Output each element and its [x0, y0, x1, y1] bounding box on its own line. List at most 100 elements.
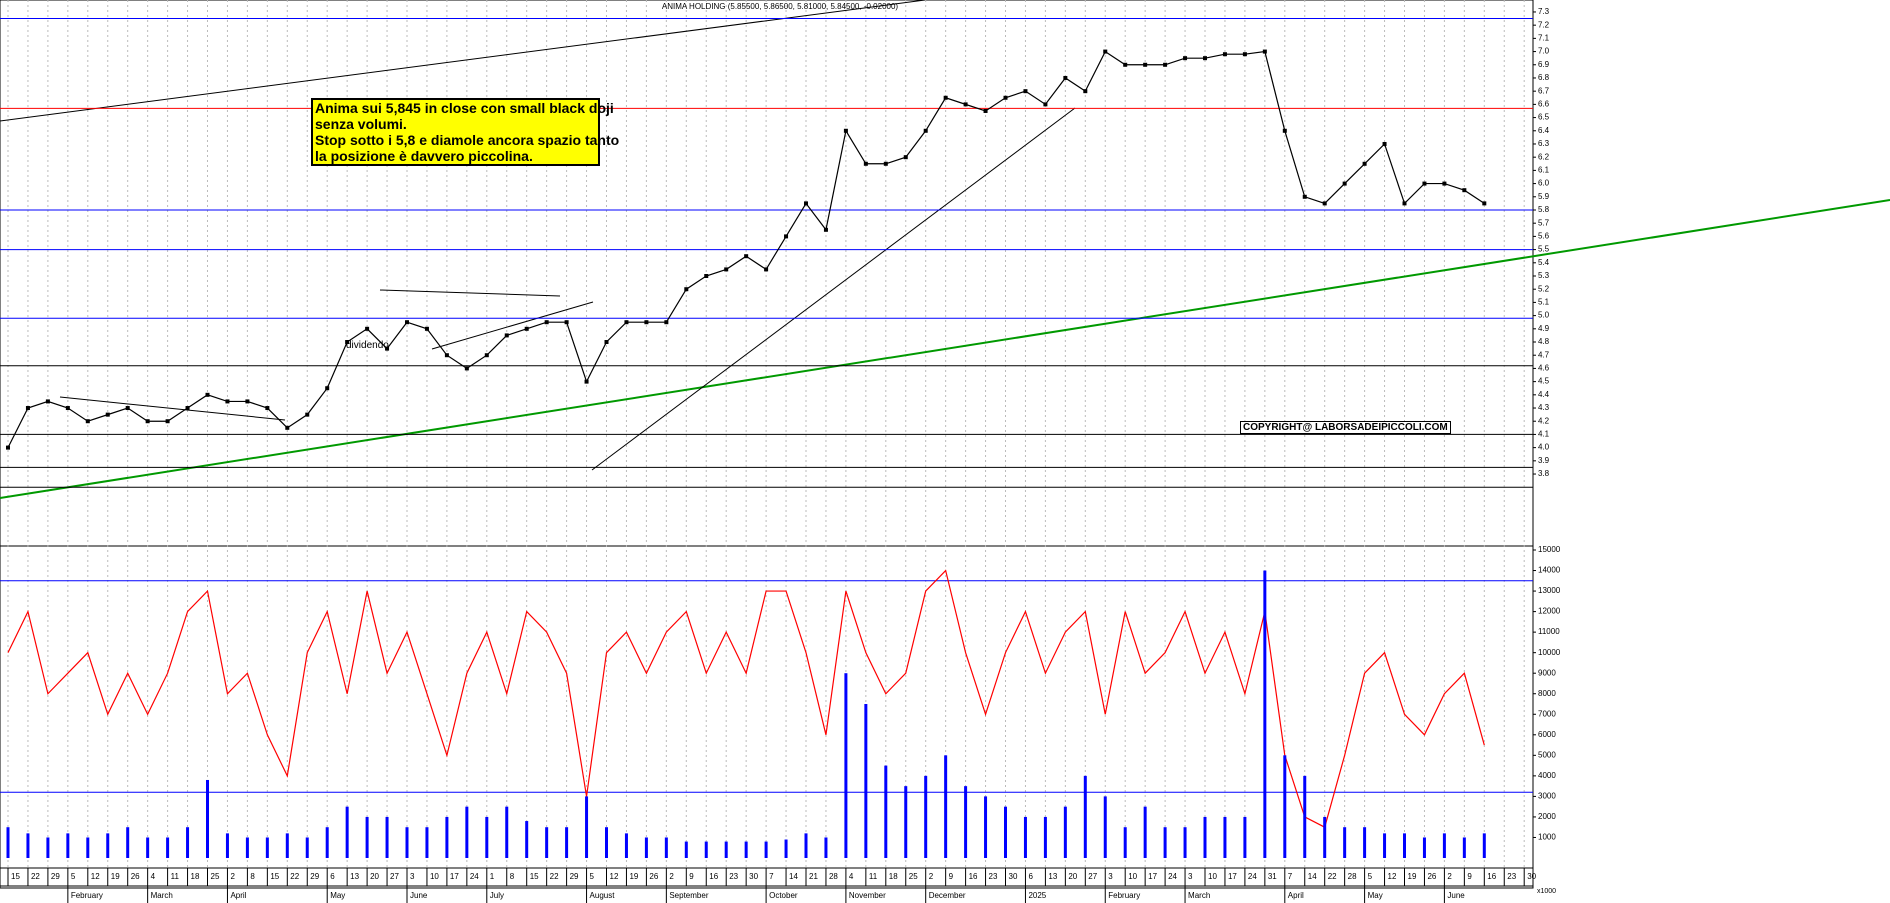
- x-tick-label: 5: [590, 872, 595, 881]
- x-tick-label: 8: [510, 872, 515, 881]
- trend-line: [379, 289, 561, 297]
- close-mark: [305, 412, 310, 417]
- y-tick-label: 5000: [1538, 750, 1556, 759]
- volume-bar: [704, 841, 708, 858]
- annotation-line: la posizione è davvero piccolina.: [315, 148, 533, 164]
- y-tick-label: 5.8: [1538, 205, 1550, 214]
- x-tick-label: 3: [1188, 872, 1193, 881]
- x-tick-label: 30: [1527, 872, 1536, 881]
- close-mark: [1382, 141, 1387, 146]
- x-tick-label: 30: [1009, 872, 1018, 881]
- y-tick-label: 13000: [1538, 586, 1561, 595]
- volume-bar: [365, 816, 369, 858]
- close-mark: [365, 326, 370, 331]
- volume-bar: [465, 806, 469, 858]
- close-mark: [1342, 181, 1347, 186]
- x-tick-label: 29: [570, 872, 579, 881]
- close-mark: [6, 445, 10, 450]
- volume-bar: [1023, 816, 1027, 858]
- volume-bar: [864, 704, 868, 858]
- annotation-line: senza volumi.: [315, 116, 407, 132]
- y-tick-label: 6.4: [1538, 126, 1550, 135]
- volume-bar: [644, 837, 648, 858]
- month-label: February: [71, 891, 103, 900]
- close-mark: [1242, 52, 1247, 57]
- close-mark: [604, 340, 609, 345]
- volume-bar: [285, 833, 289, 858]
- close-mark: [285, 425, 290, 430]
- close-mark: [624, 320, 629, 325]
- volume-bar: [1283, 755, 1287, 858]
- x-tick-label: 18: [191, 872, 200, 881]
- month-label: June: [410, 891, 428, 900]
- x-tick-label: 22: [31, 872, 40, 881]
- x-tick-label: 10: [430, 872, 439, 881]
- y-tick-label: 1000: [1538, 833, 1556, 842]
- x-tick-label: 26: [131, 872, 140, 881]
- chart-title: ANIMA HOLDING (5.85500, 5.86500, 5.81000…: [662, 2, 898, 11]
- y-tick-label: 4.0: [1538, 443, 1550, 452]
- volume-bar: [565, 827, 569, 858]
- month-label: February: [1108, 891, 1140, 900]
- y-tick-label: 6.3: [1538, 139, 1550, 148]
- close-mark: [923, 128, 928, 133]
- x-tick-label: 19: [111, 872, 120, 881]
- close-mark: [1442, 181, 1447, 186]
- x-tick-label: 20: [1068, 872, 1077, 881]
- volume-bar: [1462, 837, 1466, 858]
- volume-bar: [904, 786, 908, 858]
- y-tick-label: 3.8: [1538, 469, 1550, 478]
- volume-bar: [624, 833, 628, 858]
- volume-bar: [944, 755, 948, 858]
- event-label: dividendo: [346, 340, 389, 351]
- close-mark: [385, 346, 390, 351]
- volume-bar: [744, 841, 748, 858]
- volume-bar: [1383, 833, 1387, 858]
- volume-bar: [26, 833, 30, 858]
- close-mark: [265, 406, 270, 411]
- close-mark: [1203, 56, 1207, 61]
- close-mark: [1402, 201, 1407, 206]
- x-tick-label: 24: [470, 872, 479, 881]
- volume-bar: [1143, 806, 1147, 858]
- y-tick-label: 5.7: [1538, 218, 1550, 227]
- y-tick-label: 5.5: [1538, 245, 1550, 254]
- volume-bar: [784, 839, 788, 858]
- volume-bar: [1343, 827, 1347, 858]
- y-tick-label: 2000: [1538, 812, 1556, 821]
- y-tick-label: 11000: [1538, 627, 1560, 636]
- close-mark: [1063, 75, 1068, 80]
- close-mark: [1302, 194, 1307, 199]
- x-tick-label: 2: [1447, 872, 1452, 881]
- annotation-box: Anima sui 5,845 in close con small black…: [311, 98, 619, 166]
- volume-bar: [1422, 837, 1426, 858]
- y-tick-label: 6.7: [1538, 86, 1550, 95]
- y-tick-label: 4.7: [1538, 350, 1550, 359]
- x-tick-label: 12: [1388, 872, 1397, 881]
- month-label: April: [1288, 891, 1304, 900]
- volume-bar: [385, 816, 389, 858]
- x-tick-label: 19: [629, 872, 638, 881]
- y-tick-label: 5.2: [1538, 284, 1550, 293]
- x-tick-label: 16: [709, 872, 718, 881]
- close-mark: [843, 128, 848, 133]
- y-tick-label: 4.2: [1538, 416, 1550, 425]
- trend-line: [0, 199, 1890, 499]
- volume-bar: [485, 816, 489, 858]
- volume-bar: [1363, 827, 1367, 858]
- y-tick-label: 6.5: [1538, 113, 1550, 122]
- y-tick-label: 3000: [1538, 792, 1556, 801]
- x-tick-label: 26: [1427, 872, 1436, 881]
- close-mark: [165, 419, 170, 424]
- volume-bar: [1323, 816, 1327, 858]
- volume-bar: [305, 837, 309, 858]
- x-tick-label: 15: [11, 872, 20, 881]
- x-tick-label: 17: [1228, 872, 1237, 881]
- volume-bar: [106, 833, 110, 858]
- close-mark: [684, 287, 689, 292]
- volume-bar: [804, 833, 808, 858]
- x-tick-label: 24: [1168, 872, 1177, 881]
- x-tick-label: 24: [1248, 872, 1257, 881]
- x-tick-label: 4: [849, 872, 854, 881]
- y-tick-label: 4.5: [1538, 377, 1550, 386]
